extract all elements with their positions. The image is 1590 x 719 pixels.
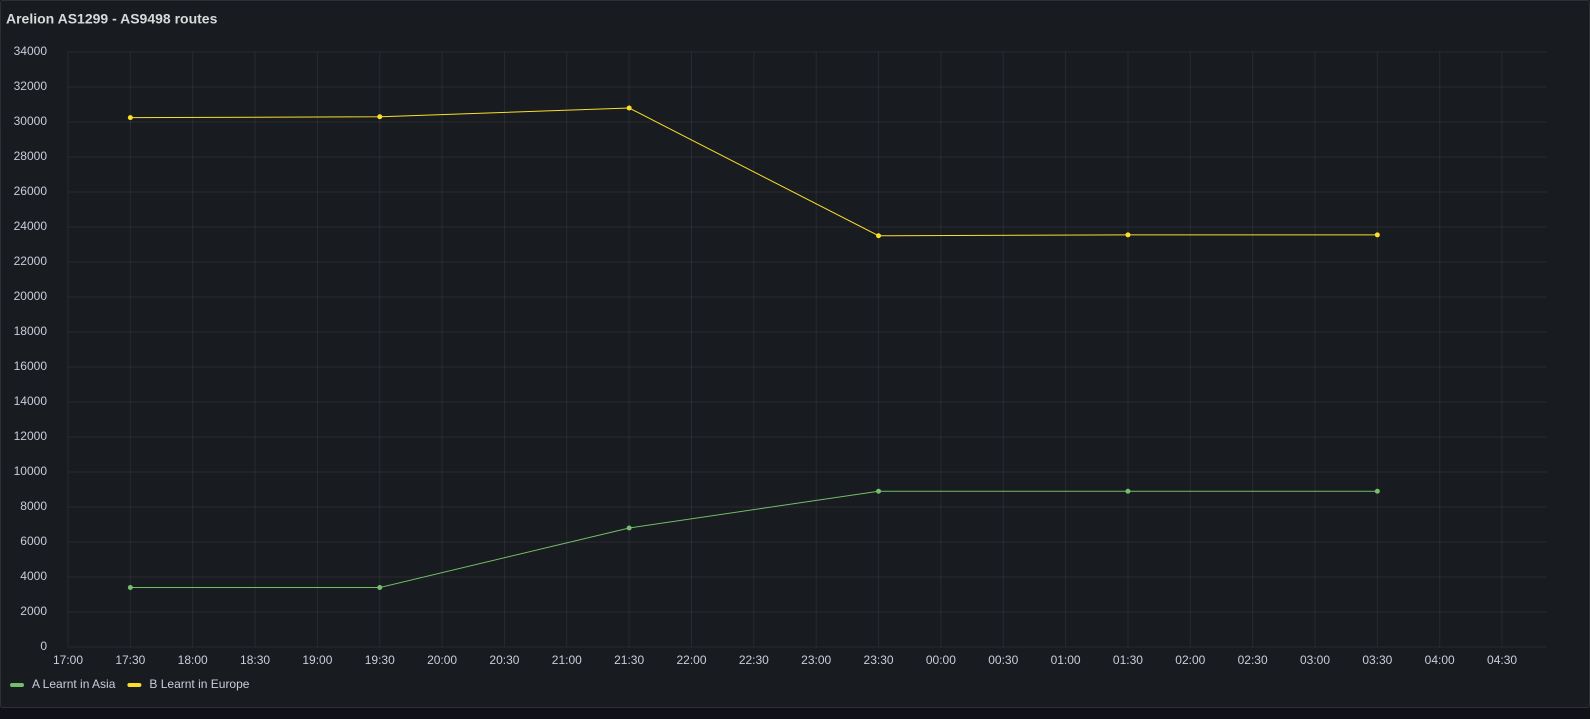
y-tick-label: 2000 — [20, 604, 47, 618]
legend-swatch[interactable] — [127, 683, 142, 687]
x-tick-label: 00:00 — [926, 653, 956, 667]
y-tick-label: 6000 — [20, 534, 47, 548]
y-tick-label: 24000 — [14, 219, 48, 233]
x-tick-label: 17:30 — [115, 653, 145, 667]
chart-title: Arelion AS1299 - AS9498 routes — [6, 11, 218, 27]
x-tick-label: 23:30 — [864, 653, 894, 667]
y-tick-label: 20000 — [14, 289, 48, 303]
y-tick-label: 28000 — [14, 149, 48, 163]
y-tick-label: 10000 — [14, 464, 48, 478]
x-tick-label: 23:00 — [801, 653, 831, 667]
data-point — [1374, 232, 1380, 238]
x-tick-label: 21:00 — [552, 653, 582, 667]
x-tick-label: 20:00 — [427, 653, 457, 667]
series-line — [130, 107, 1378, 237]
data-point — [626, 525, 632, 531]
data-point — [1374, 488, 1380, 494]
x-tick-label: 02:30 — [1238, 653, 1268, 667]
y-tick-label: 26000 — [14, 184, 48, 198]
x-tick-label: 04:00 — [1425, 653, 1455, 667]
y-tick-label: 32000 — [14, 79, 48, 93]
y-tick-label: 12000 — [14, 429, 48, 443]
x-tick-label: 21:30 — [614, 653, 644, 667]
x-tick-label: 19:30 — [365, 653, 395, 667]
data-point — [876, 488, 882, 494]
x-tick-label: 17:00 — [53, 653, 83, 667]
x-tick-label: 22:00 — [676, 653, 706, 667]
legend-label[interactable]: B Learnt in Europe — [149, 677, 249, 691]
x-tick-label: 04:30 — [1487, 653, 1517, 667]
x-tick-label: 02:00 — [1175, 653, 1205, 667]
legend-swatch[interactable] — [10, 683, 24, 687]
data-point — [377, 114, 383, 120]
data-point — [127, 585, 133, 590]
y-tick-label: 16000 — [14, 359, 48, 373]
x-tick-label: 22:30 — [739, 653, 769, 667]
data-point — [876, 233, 882, 239]
x-tick-label: 01:30 — [1113, 653, 1143, 667]
y-tick-label: 14000 — [14, 394, 48, 408]
x-tick-label: 18:00 — [178, 653, 208, 667]
series-line — [130, 490, 1378, 588]
x-tick-label: 01:00 — [1051, 653, 1081, 667]
y-tick-label: 34000 — [14, 44, 48, 58]
x-tick-label: 19:00 — [302, 653, 332, 667]
data-point — [127, 115, 133, 121]
data-point — [1125, 232, 1131, 238]
y-tick-label: 18000 — [14, 324, 48, 338]
data-point — [377, 585, 383, 590]
x-tick-label: 00:30 — [988, 653, 1018, 667]
y-tick-label: 8000 — [20, 499, 47, 513]
y-tick-label: 0 — [40, 639, 47, 653]
data-point — [626, 105, 632, 111]
data-point — [1125, 488, 1131, 494]
y-tick-label: 22000 — [14, 254, 48, 268]
x-tick-label: 03:00 — [1300, 653, 1330, 667]
x-tick-label: 20:30 — [489, 653, 519, 667]
x-tick-label: 18:30 — [240, 653, 270, 667]
x-tick-label: 03:30 — [1362, 653, 1392, 667]
y-tick-label: 30000 — [14, 114, 48, 128]
y-tick-label: 4000 — [20, 569, 47, 583]
legend-label[interactable]: A Learnt in Asia — [32, 677, 116, 691]
